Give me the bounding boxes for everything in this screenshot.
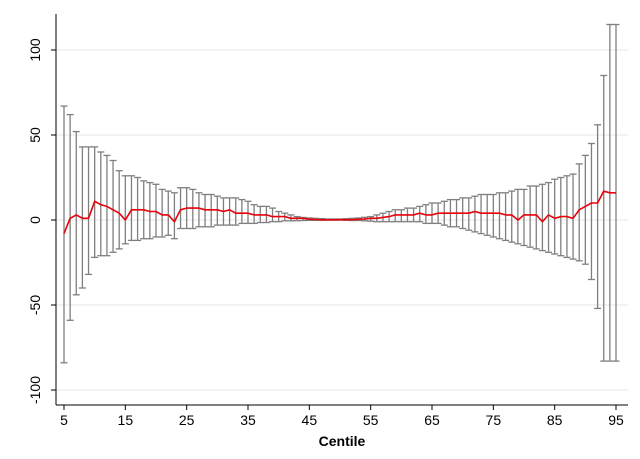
error-bar (60, 105, 68, 364)
error-bar (416, 205, 424, 223)
error-bar (594, 124, 602, 310)
error-bar (115, 170, 123, 250)
error-bar (575, 163, 583, 262)
error-bar (471, 195, 479, 233)
x-tick-label: 95 (608, 412, 624, 428)
error-bar (532, 185, 540, 250)
error-bar (213, 195, 221, 226)
x-tick-label: 5 (60, 412, 68, 428)
y-tick-label: -100 (27, 376, 43, 404)
error-bar (170, 192, 178, 240)
error-bar (495, 192, 503, 240)
error-bar (103, 154, 111, 257)
y-tick-label: 0 (27, 216, 43, 224)
x-tick-label: 75 (486, 412, 502, 428)
error-bar (127, 175, 135, 242)
x-tick-label: 55 (363, 412, 379, 428)
x-tick-label: 25 (179, 412, 195, 428)
error-bar (502, 192, 510, 242)
error-bar (152, 183, 160, 238)
error-bar (164, 190, 172, 236)
error-bar (581, 154, 589, 265)
tick-marks (51, 49, 617, 410)
error-bar (520, 188, 528, 247)
error-bar (207, 193, 215, 228)
error-bar (177, 187, 185, 230)
error-bar (391, 209, 399, 223)
error-bar (508, 190, 516, 243)
error-bar (134, 176, 142, 242)
x-axis-title: Centile (319, 433, 366, 449)
y-tick-label: -50 (27, 295, 43, 315)
tick-labels: -100 -50 0 50 100 5 15 25 35 45 55 65 75 85 95 (27, 38, 624, 428)
error-bar (85, 146, 93, 276)
x-tick-label: 15 (118, 412, 134, 428)
error-bar (422, 204, 430, 225)
error-bar (226, 197, 234, 226)
error-bar (569, 173, 577, 260)
error-bar (201, 193, 209, 228)
error-bar (146, 181, 154, 240)
error-bar (483, 193, 491, 236)
error-bar (545, 181, 553, 253)
error-bar (428, 202, 436, 225)
series-lines (63, 190, 616, 234)
error-bar (244, 200, 252, 225)
error-bar (587, 142, 595, 281)
error-bar (397, 209, 405, 223)
error-bar (465, 197, 473, 231)
error-bar (538, 183, 546, 252)
series-line (63, 190, 616, 234)
x-tick-label: 65 (424, 412, 440, 428)
x-tick-label: 85 (547, 412, 563, 428)
error-bar (600, 74, 608, 362)
error-bar (489, 193, 497, 238)
error-bar (514, 188, 522, 245)
error-bar (232, 197, 240, 226)
x-tick-label: 35 (240, 412, 256, 428)
error-bar (238, 198, 246, 225)
error-bar (477, 193, 485, 235)
error-bar (526, 185, 534, 248)
y-tick-label: 50 (27, 127, 43, 143)
error-bar (121, 175, 129, 245)
error-bar (551, 178, 559, 255)
error-bar (109, 159, 117, 253)
error-bar (158, 188, 166, 238)
error-bar (250, 204, 258, 225)
y-tick-label: 100 (27, 38, 43, 62)
axes (55, 14, 628, 406)
error-bar (189, 188, 197, 230)
x-tick-label: 45 (302, 412, 318, 428)
error-bar (269, 207, 277, 223)
error-bar (72, 130, 80, 296)
error-bar (195, 192, 203, 228)
error-bars (60, 23, 620, 364)
